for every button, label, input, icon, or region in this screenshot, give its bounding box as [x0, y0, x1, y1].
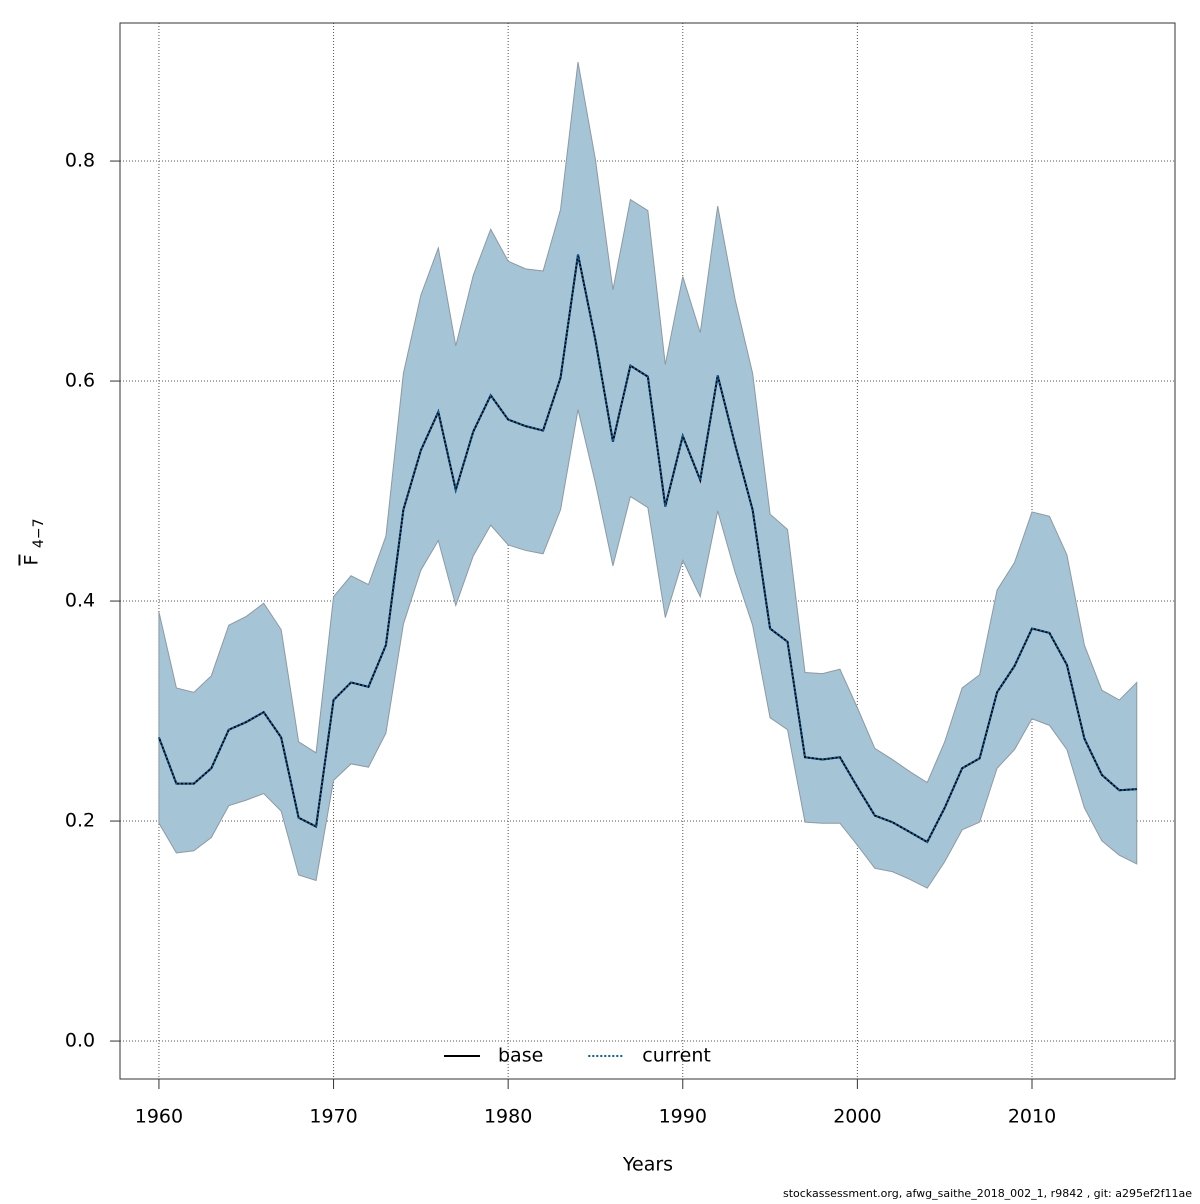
y-tick-label: 0.6	[65, 370, 95, 392]
y-tick-label: 0.4	[65, 590, 95, 612]
plot-frame	[119, 22, 1176, 1080]
legend-label: base	[498, 1045, 543, 1067]
y-tick-label: 0.2	[65, 810, 95, 832]
x-tick-label: 1970	[309, 1106, 357, 1128]
x-tick-label: 1990	[659, 1106, 707, 1128]
y-axis-label: F 4−7	[21, 518, 48, 565]
y-axis-label-sub: 4−7	[31, 518, 47, 548]
y-tick-label: 0.8	[65, 150, 95, 172]
x-tick-label: 2010	[1008, 1106, 1056, 1128]
legend-label: current	[642, 1045, 711, 1067]
x-axis-label: Years	[622, 1154, 673, 1176]
confidence-band	[158, 61, 1138, 889]
x-tick-label: 2000	[833, 1106, 881, 1128]
footer: stockassessment.org, afwg_saithe_2018_00…	[783, 1187, 1192, 1200]
x-tick-label: 1980	[484, 1106, 532, 1128]
series-line	[158, 254, 1137, 844]
y-tick-label: 0.0	[65, 1030, 95, 1052]
x-tick-label: 1960	[135, 1106, 183, 1128]
y-axis-label-main: F	[21, 555, 43, 566]
